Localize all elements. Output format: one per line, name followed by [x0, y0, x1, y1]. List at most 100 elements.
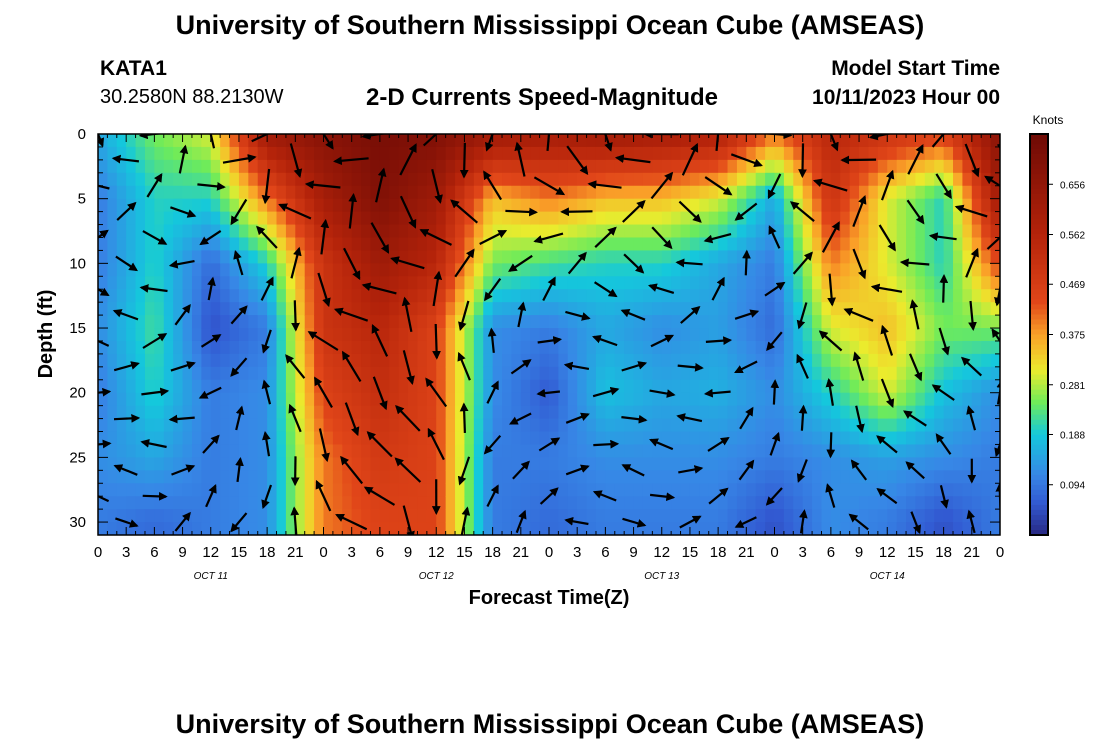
current-arrow [450, 199, 479, 224]
speed-cell [934, 418, 945, 433]
colorbar-tick-label: 0.094 [1060, 481, 1085, 492]
speed-cell [445, 250, 456, 264]
speed-cell [680, 353, 691, 368]
speed-cell [783, 237, 794, 252]
speed-cell [530, 211, 541, 226]
speed-cell [98, 392, 108, 407]
speed-cell [398, 198, 409, 213]
speed-cell [840, 172, 851, 187]
speed-cell [736, 444, 747, 458]
speed-cell [182, 366, 193, 381]
speed-cell [201, 146, 212, 161]
speed-cell [361, 263, 372, 277]
speed-cell [661, 263, 672, 277]
speed-cell [361, 250, 372, 264]
speed-cell [736, 457, 747, 471]
speed-cell [661, 418, 672, 433]
speed-cell [661, 224, 672, 239]
speed-cell [577, 379, 588, 394]
speed-cell [107, 328, 118, 342]
speed-cell [887, 522, 898, 535]
speed-cell [887, 198, 898, 213]
speed-cell [473, 211, 484, 226]
speed-cell [539, 366, 550, 381]
speed-cell [267, 263, 278, 277]
speed-cell [671, 509, 682, 523]
speed-cell [718, 289, 729, 303]
speed-cell [981, 496, 992, 510]
speed-cell [943, 315, 954, 329]
speed-cell [877, 340, 888, 355]
speed-cell [154, 483, 165, 497]
speed-cell [586, 263, 597, 277]
speed-cell [595, 379, 606, 394]
speed-cell [436, 185, 447, 200]
speed-cell [98, 496, 108, 510]
speed-cell [473, 263, 484, 277]
colorbar-swatch [1030, 524, 1048, 531]
speed-cell [755, 405, 766, 420]
speed-cell [924, 328, 935, 342]
speed-cell [586, 198, 597, 213]
current-arrow [876, 488, 898, 505]
speed-cell [661, 392, 672, 407]
speed-cell [765, 328, 776, 342]
speed-cell [699, 172, 710, 187]
speed-cell [595, 405, 606, 420]
speed-cell [201, 522, 212, 535]
speed-cell [680, 509, 691, 523]
speed-cell [191, 405, 202, 420]
speed-cell [567, 392, 578, 407]
current-arrow [767, 173, 782, 200]
speed-cell [229, 134, 240, 148]
speed-cell [502, 211, 513, 226]
current-arrow [333, 156, 369, 166]
speed-cell [539, 146, 550, 161]
speed-cell [163, 444, 174, 458]
speed-cell [577, 134, 588, 148]
speed-cell [436, 146, 447, 161]
speed-cell [793, 418, 804, 433]
speed-cell [567, 444, 578, 458]
speed-cell [257, 405, 268, 420]
speed-cell [652, 509, 663, 523]
speed-cell [633, 211, 644, 226]
speed-cell [990, 340, 1000, 355]
speed-cell [238, 276, 249, 290]
speed-cell [774, 366, 785, 381]
speed-cell [549, 509, 559, 523]
speed-cell [746, 224, 757, 239]
speed-cell [492, 444, 503, 458]
colorbar-swatch [1030, 314, 1048, 321]
speed-cell [530, 457, 541, 471]
speed-cell [774, 522, 785, 535]
speed-cell [473, 276, 484, 290]
speed-cell [990, 379, 1000, 394]
speed-cell [210, 509, 221, 523]
speed-cell [699, 328, 710, 342]
speed-cell [426, 198, 437, 213]
speed-cell [840, 224, 851, 239]
speed-cell [314, 211, 325, 226]
x-tick-label: 18 [935, 544, 952, 561]
speed-cell [163, 198, 174, 213]
speed-cell [295, 353, 306, 368]
speed-cell [342, 509, 353, 523]
speed-cell [699, 237, 710, 252]
speed-cell [652, 366, 663, 381]
speed-cell [755, 315, 766, 329]
current-arrow [768, 225, 781, 249]
speed-cell [887, 496, 898, 510]
speed-cell [229, 509, 240, 523]
speed-cell [314, 353, 325, 368]
speed-cell [144, 470, 155, 484]
current-arrow [649, 389, 676, 398]
speed-cell [285, 198, 296, 213]
speed-cell [849, 289, 860, 303]
speed-cell [586, 379, 597, 394]
speed-cell [351, 224, 362, 239]
speed-cell [408, 276, 419, 290]
speed-cell [502, 198, 513, 213]
speed-cell [859, 366, 870, 381]
speed-cell [154, 457, 165, 471]
